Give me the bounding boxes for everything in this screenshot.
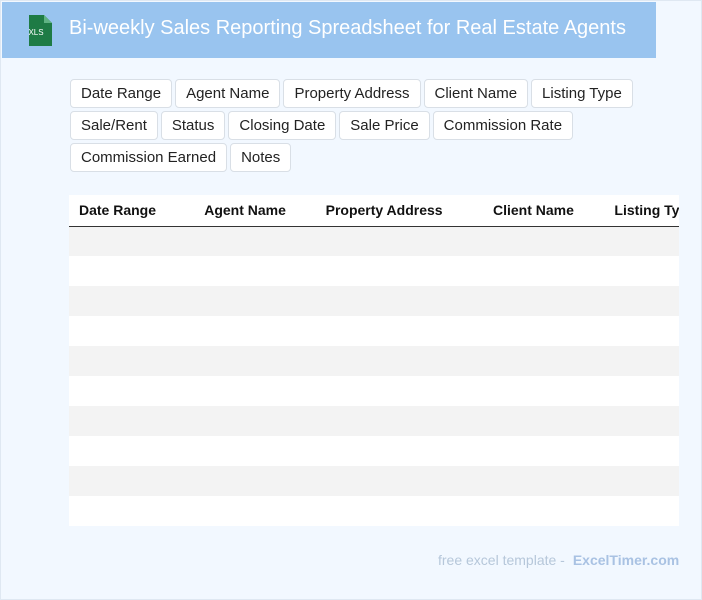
field-chip[interactable]: Commission Earned xyxy=(70,143,228,172)
column-header[interactable]: Property Address xyxy=(315,195,483,227)
table-cell[interactable] xyxy=(315,286,483,316)
table-cell[interactable] xyxy=(315,496,483,526)
table-cell[interactable] xyxy=(69,316,195,346)
field-chip[interactable]: Commission Rate xyxy=(432,111,574,140)
table-cell[interactable] xyxy=(315,256,483,286)
table-cell[interactable] xyxy=(194,406,316,436)
table-cell[interactable] xyxy=(483,466,605,496)
table-cell[interactable] xyxy=(315,406,483,436)
table-cell[interactable] xyxy=(483,346,605,376)
table-cell[interactable] xyxy=(69,496,195,526)
table-cell[interactable] xyxy=(604,316,679,346)
table-cell[interactable] xyxy=(604,376,679,406)
field-chip[interactable]: Date Range xyxy=(70,79,173,108)
field-chip[interactable]: Closing Date xyxy=(228,111,337,140)
field-chip-list: Date Range Agent Name Property Address Clie… xyxy=(70,79,640,172)
table-cell[interactable] xyxy=(483,406,605,436)
table-cell[interactable] xyxy=(315,436,483,466)
footer-credit: free excel template - ExcelTimer.com xyxy=(438,552,679,568)
table-cell[interactable] xyxy=(483,226,605,256)
footer-label: free excel template - xyxy=(438,552,565,568)
table-cell[interactable] xyxy=(69,286,195,316)
field-chip[interactable]: Status xyxy=(160,111,226,140)
table-row xyxy=(69,316,679,346)
table-cell[interactable] xyxy=(604,466,679,496)
table-cell[interactable] xyxy=(483,316,605,346)
sales-table: Date Range Agent Name Property Address Clie… xyxy=(69,195,679,526)
field-chip[interactable]: Sale Price xyxy=(339,111,430,140)
table-cell[interactable] xyxy=(483,436,605,466)
table-cell[interactable] xyxy=(315,346,483,376)
table-body xyxy=(69,226,679,526)
icon-label: XLS xyxy=(28,28,43,37)
sales-table-container[interactable]: Date Range Agent Name Property Address Clie… xyxy=(69,195,679,526)
field-chip[interactable]: Agent Name xyxy=(175,79,281,108)
table-cell[interactable] xyxy=(604,226,679,256)
table-cell[interactable] xyxy=(69,406,195,436)
table-cell[interactable] xyxy=(69,256,195,286)
table-cell[interactable] xyxy=(483,286,605,316)
table-cell[interactable] xyxy=(69,376,195,406)
field-chip[interactable]: Sale/Rent xyxy=(70,111,158,140)
page-title: Bi-weekly Sales Reporting Spreadsheet fo… xyxy=(69,17,626,39)
column-header[interactable]: Date Range xyxy=(69,195,195,227)
column-header[interactable]: Listing Type xyxy=(604,195,679,227)
table-cell[interactable] xyxy=(69,436,195,466)
table-cell[interactable] xyxy=(315,226,483,256)
table-cell[interactable] xyxy=(604,406,679,436)
table-cell[interactable] xyxy=(604,496,679,526)
table-row xyxy=(69,226,679,256)
table-cell[interactable] xyxy=(194,466,316,496)
table-header-row: Date Range Agent Name Property Address Clie… xyxy=(69,195,679,227)
table-cell[interactable] xyxy=(69,466,195,496)
table-row xyxy=(69,496,679,526)
table-row xyxy=(69,466,679,496)
table-row xyxy=(69,256,679,286)
table-row xyxy=(69,286,679,316)
table-cell[interactable] xyxy=(194,376,316,406)
table-cell[interactable] xyxy=(604,256,679,286)
table-row xyxy=(69,346,679,376)
table-cell[interactable] xyxy=(604,346,679,376)
table-cell[interactable] xyxy=(194,436,316,466)
table-cell[interactable] xyxy=(194,226,316,256)
table-cell[interactable] xyxy=(483,496,605,526)
column-header[interactable]: Client Name xyxy=(483,195,605,227)
table-row xyxy=(69,376,679,406)
table-cell[interactable] xyxy=(69,226,195,256)
table-cell[interactable] xyxy=(315,376,483,406)
table-cell[interactable] xyxy=(315,316,483,346)
table-cell[interactable] xyxy=(604,436,679,466)
field-chip[interactable]: Listing Type xyxy=(531,79,633,108)
field-chip[interactable]: Property Address xyxy=(283,79,421,108)
table-cell[interactable] xyxy=(69,346,195,376)
table-row xyxy=(69,406,679,436)
table-cell[interactable] xyxy=(483,256,605,286)
table-cell[interactable] xyxy=(194,286,316,316)
table-cell[interactable] xyxy=(194,496,316,526)
field-chip[interactable]: Notes xyxy=(230,143,292,172)
table-cell[interactable] xyxy=(315,466,483,496)
table-cell[interactable] xyxy=(194,316,316,346)
excel-file-icon: XLS xyxy=(28,15,52,46)
footer-brand-link[interactable]: ExcelTimer.com xyxy=(572,552,680,568)
field-chip[interactable]: Client Name xyxy=(423,79,529,108)
table-cell[interactable] xyxy=(483,376,605,406)
column-header[interactable]: Agent Name xyxy=(194,195,316,227)
table-cell[interactable] xyxy=(194,256,316,286)
table-row xyxy=(69,436,679,466)
table-cell[interactable] xyxy=(194,346,316,376)
title-bar: XLS Bi-weekly Sales Reporting Spreadshee… xyxy=(2,2,656,58)
table-cell[interactable] xyxy=(604,286,679,316)
